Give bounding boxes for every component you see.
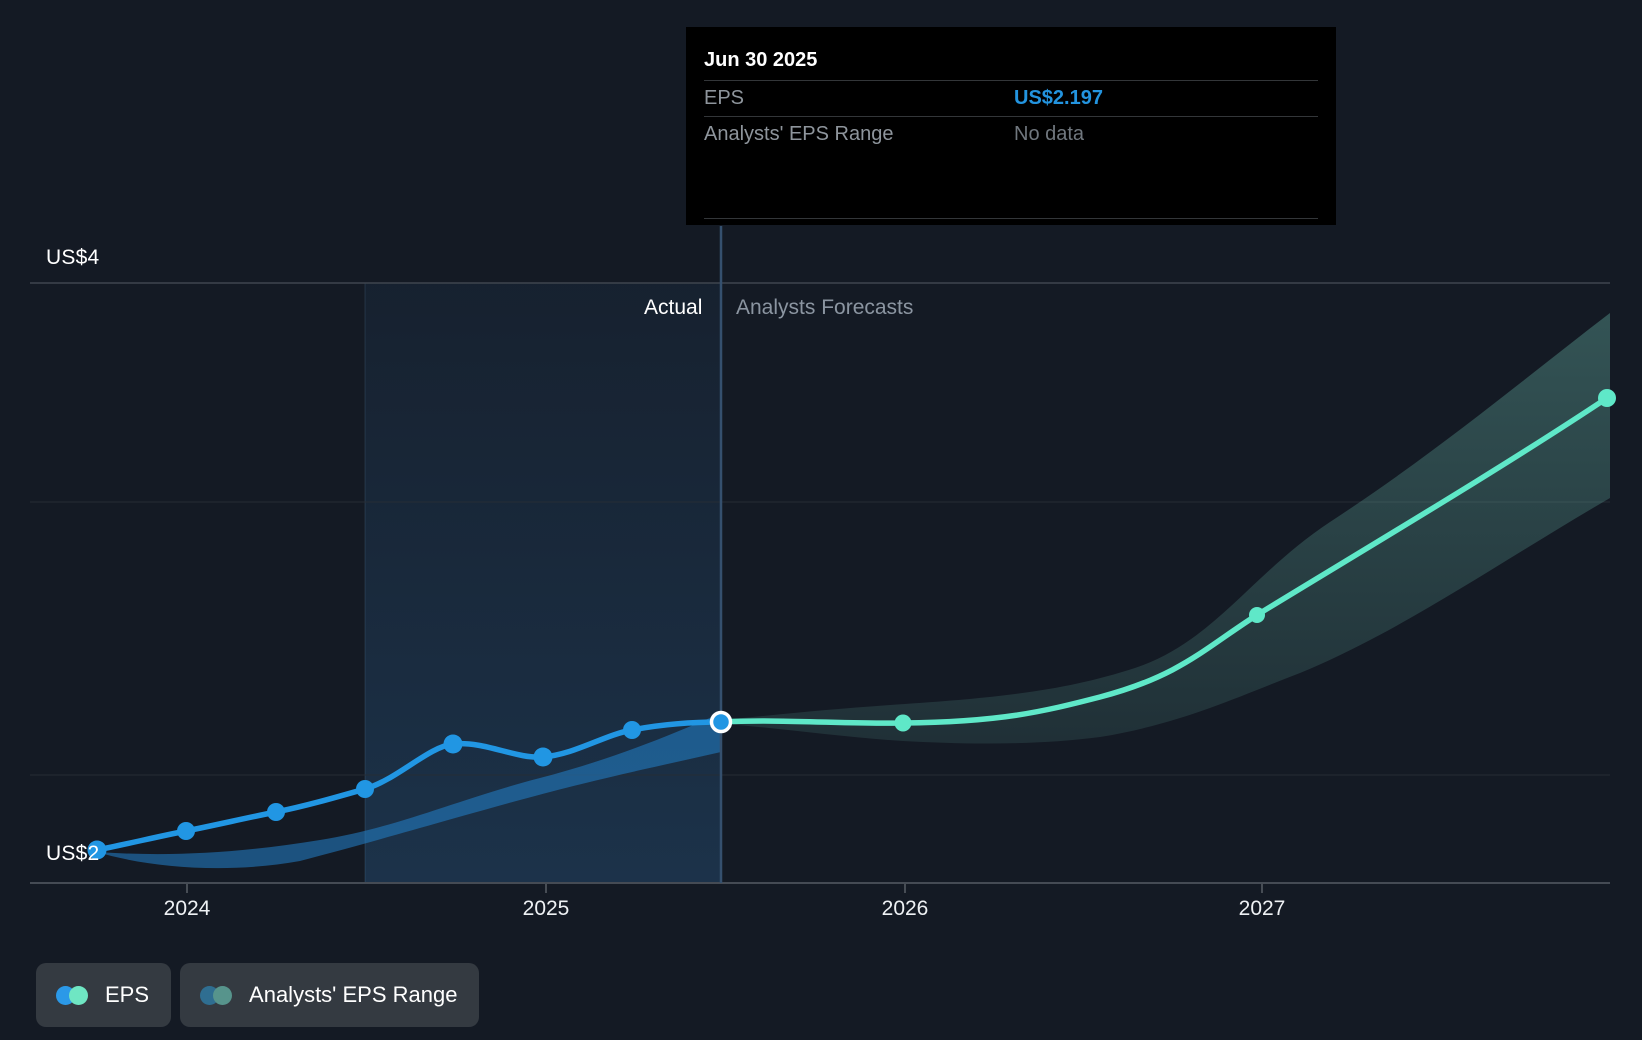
tooltip-row-range: Analysts' EPS Range No data: [704, 117, 1318, 152]
actual-data-points[interactable]: [87, 721, 642, 860]
x-tick-2024: 2024: [163, 897, 211, 920]
tooltip-range-value: No data: [1014, 123, 1085, 145]
tooltip-eps-value: US$2.197: [1014, 87, 1103, 109]
legend-eps-label: EPS: [105, 982, 150, 1007]
tooltip-separator: [704, 80, 1318, 81]
data-point[interactable]: [894, 714, 912, 732]
tooltip: Jun 30 2025 EPS US$2.197 Analysts' EPS R…: [686, 27, 1336, 225]
x-tick-2025: 2025: [522, 897, 570, 920]
forecast-data-points[interactable]: [894, 389, 1617, 732]
tooltip-date: Jun 30 2025: [704, 49, 818, 71]
actual-section-label: Actual: [644, 296, 703, 319]
data-point[interactable]: [267, 803, 285, 821]
x-tick-2027: 2027: [1238, 897, 1286, 920]
y-axis-label-top: US$4: [46, 246, 100, 269]
legend-eps-range-label: Analysts' EPS Range: [249, 982, 458, 1007]
x-axis-ticks: [186, 884, 1263, 893]
data-point[interactable]: [443, 734, 463, 754]
legend: EPS Analysts' EPS Range: [36, 963, 480, 1027]
eps-range-legend-icon: [200, 985, 233, 1005]
data-point[interactable]: [623, 721, 641, 739]
selected-data-point[interactable]: [709, 710, 733, 734]
data-point[interactable]: [177, 822, 195, 840]
data-point[interactable]: [533, 747, 553, 767]
forecast-section-label: Analysts Forecasts: [736, 296, 914, 319]
tooltip-row-eps: EPS US$2.197: [704, 81, 1318, 116]
forecast-eps-line: [718, 395, 1610, 726]
tooltip-separator: [704, 116, 1318, 117]
tooltip-eps-label: EPS: [704, 87, 745, 109]
data-point[interactable]: [1598, 389, 1616, 407]
legend-item-eps[interactable]: EPS: [36, 963, 172, 1027]
eps-legend-icon: [56, 985, 88, 1005]
actual-eps-line: [94, 719, 724, 853]
tooltip-range-label: Analysts' EPS Range: [704, 123, 894, 145]
data-point[interactable]: [356, 780, 374, 798]
y-axis-label-bottom: US$2: [46, 842, 100, 865]
data-point[interactable]: [1249, 607, 1265, 623]
legend-item-eps-range[interactable]: Analysts' EPS Range: [180, 963, 480, 1027]
forecast-range-band: [724, 313, 1610, 744]
data-point[interactable]: [87, 840, 107, 860]
tooltip-bottom-separator: [704, 218, 1318, 219]
x-tick-2026: 2026: [881, 897, 929, 920]
